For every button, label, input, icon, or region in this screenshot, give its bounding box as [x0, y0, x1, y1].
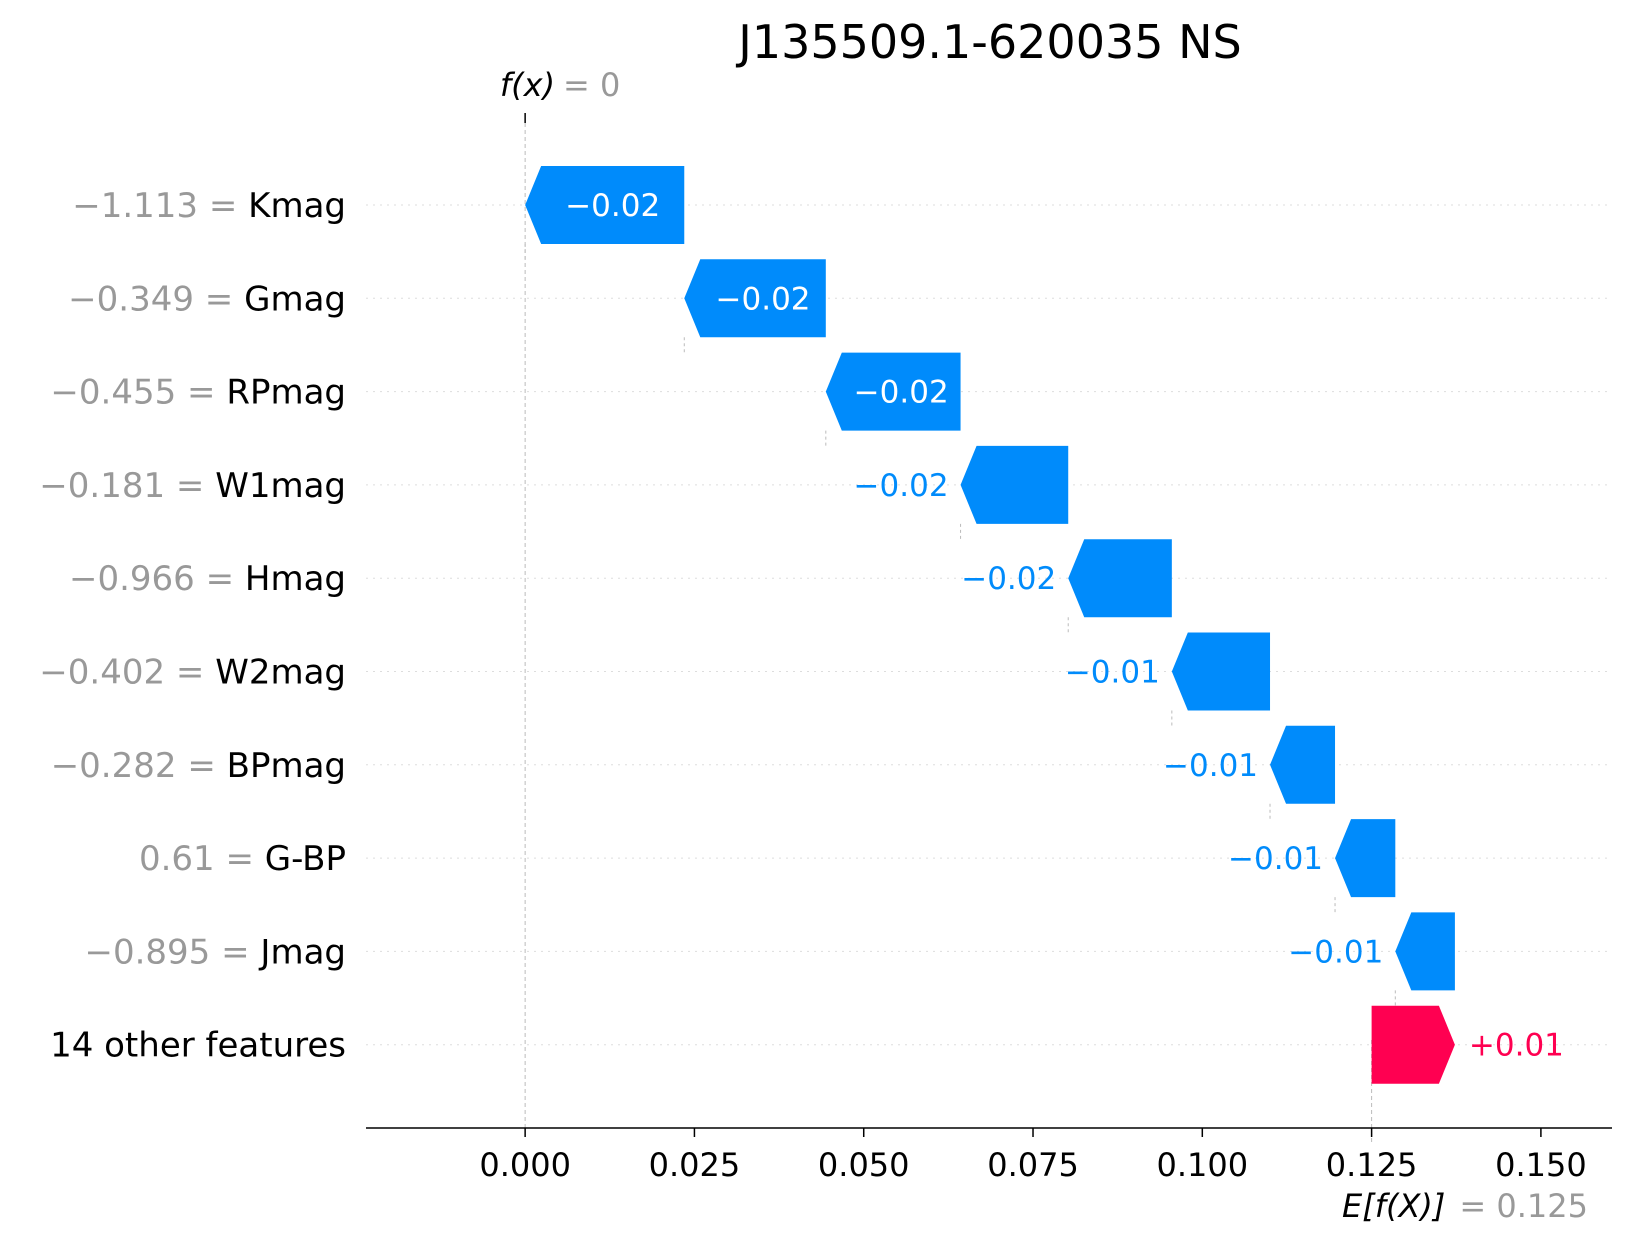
x-tick-label: 0.050	[818, 1146, 910, 1184]
feature-name: 14 other features	[50, 1026, 346, 1066]
feature-label: −0.455 = RPmag	[50, 373, 346, 413]
base-value-label: E[f(X)] = 0.125	[1342, 1187, 1588, 1225]
bar-negative	[1068, 539, 1172, 618]
bar-value-label: −0.01	[1288, 934, 1383, 970]
feature-label: 0.61 = G-BP	[139, 839, 346, 879]
bar-value-label: −0.01	[1163, 748, 1258, 784]
bar-value-label: −0.01	[1065, 655, 1160, 691]
feature-value: 0.61 =	[139, 839, 265, 879]
label-layer: −1.113 = Kmag −0.02 −0.349 = Gmag −0.02 −0.4…	[39, 186, 1564, 1066]
feature-value: −0.402 =	[39, 653, 215, 693]
feature-name: Jmag	[258, 932, 346, 972]
bar-value-label: +0.01	[1469, 1028, 1564, 1064]
bar-negative	[525, 166, 685, 244]
bar-layer	[525, 166, 1455, 1084]
x-tick-label: 0.150	[1495, 1146, 1587, 1184]
bar-value-label: −0.02	[854, 375, 949, 411]
bar-negative	[1395, 912, 1455, 991]
base-value: = 0.125	[1459, 1187, 1588, 1225]
feature-value: −0.966 =	[69, 559, 245, 599]
x-tick-label: 0.125	[1326, 1146, 1418, 1184]
feature-label: 14 other features	[50, 1026, 346, 1066]
x-tick-label: 0.075	[987, 1146, 1079, 1184]
output-value: = 0	[563, 66, 620, 104]
bar-negative	[684, 259, 826, 338]
feature-label: −0.181 = W1mag	[39, 466, 346, 506]
bar-value-label: −0.02	[716, 281, 811, 317]
feature-name: Gmag	[244, 279, 346, 319]
chart-title: J135509.1-620035 NS	[735, 15, 1241, 69]
feature-name: W1mag	[215, 466, 346, 506]
feature-name: Kmag	[248, 186, 346, 226]
feature-label: −0.349 = Gmag	[68, 279, 346, 319]
feature-value: −0.181 =	[39, 466, 215, 506]
feature-value: −0.282 =	[51, 746, 227, 786]
x-tick-label: 0.025	[649, 1146, 741, 1184]
x-tick-label: 0.100	[1157, 1146, 1249, 1184]
bar-value-label: −0.01	[1228, 841, 1323, 877]
feature-value: −0.895 =	[84, 932, 260, 972]
feature-label: −0.966 = Hmag	[69, 559, 346, 599]
feature-label: −0.895 = Jmag	[84, 932, 346, 972]
feature-value: −0.455 =	[50, 373, 226, 413]
feature-name: W2mag	[215, 653, 346, 693]
feature-value: −1.113 =	[72, 186, 248, 226]
output-value-label: f(x) = 0	[500, 66, 621, 104]
feature-label: −0.282 = BPmag	[51, 746, 346, 786]
feature-value: −0.349 =	[68, 279, 244, 319]
feature-label: −1.113 = Kmag	[72, 186, 346, 226]
bar-negative	[1171, 632, 1271, 711]
bar-negative	[960, 445, 1069, 524]
bar-positive	[1371, 1005, 1455, 1084]
bar-value-label: −0.02	[961, 561, 1056, 597]
base-label: E[f(X)]	[1342, 1187, 1445, 1225]
feature-name: G-BP	[265, 839, 346, 879]
feature-name: BPmag	[227, 746, 346, 786]
x-axis: 0.000 0.025 0.050 0.075 0.100 0.125 0.150	[366, 1127, 1612, 1184]
feature-name: Hmag	[245, 559, 346, 599]
bar-negative	[1335, 819, 1396, 898]
bar-negative	[1270, 725, 1336, 804]
bar-value-label: −0.02	[854, 468, 949, 504]
x-tick-label: 0.000	[479, 1146, 571, 1184]
bar-value-label: −0.02	[565, 188, 660, 224]
output-label: f(x)	[500, 66, 555, 104]
feature-name: RPmag	[226, 373, 346, 413]
feature-label: −0.402 = W2mag	[39, 653, 346, 693]
bar-negative	[825, 352, 961, 431]
